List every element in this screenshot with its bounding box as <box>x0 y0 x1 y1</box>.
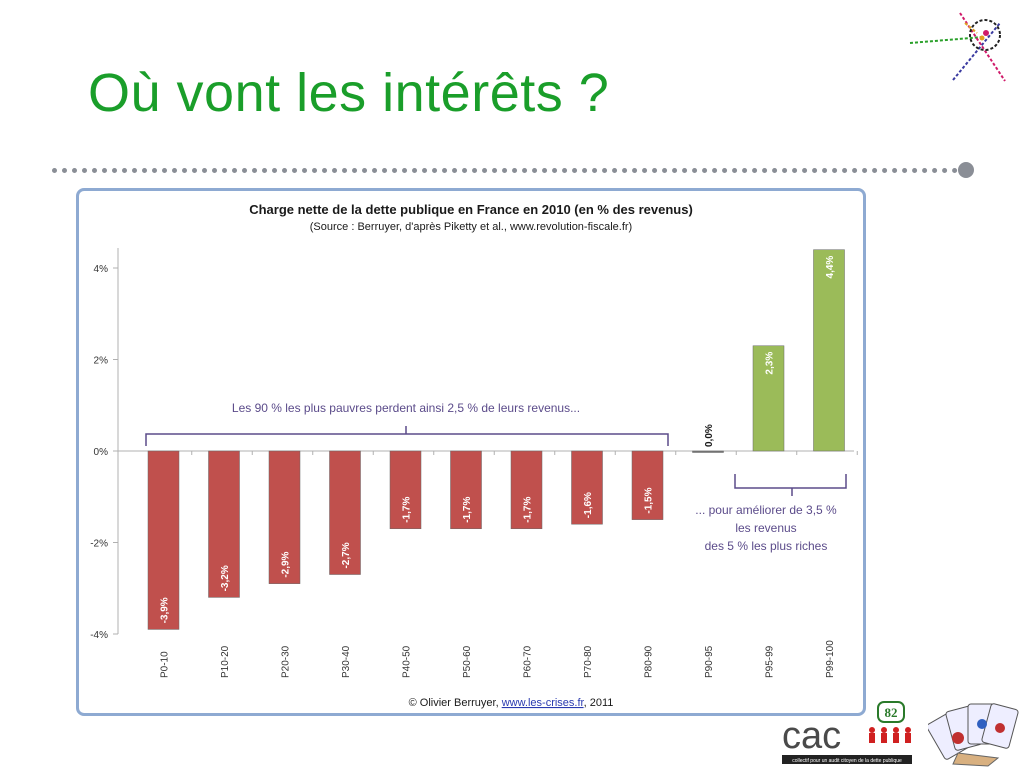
logo-figures-icon <box>869 727 911 743</box>
footer-link[interactable]: www.les-crises.fr <box>501 697 585 709</box>
data-label: 2,3% <box>765 352 776 375</box>
data-label: -2,7% <box>341 542 352 568</box>
y-tick-label: 2% <box>94 356 109 367</box>
x-tick-label: P0-10 <box>160 651 171 678</box>
data-label: -3,2% <box>220 565 231 591</box>
y-tick-label: 4% <box>94 264 109 275</box>
bar-p50-60 <box>450 450 482 530</box>
logo-badge: 82 <box>885 705 898 720</box>
left-bracket <box>145 426 669 446</box>
right-bracket-label: ... pour améliorer de 3,5 % <box>695 503 837 517</box>
x-tick-label: P95-99 <box>765 645 776 678</box>
x-tick-label: P60-70 <box>523 645 534 678</box>
x-tick-label: P40-50 <box>402 645 413 678</box>
data-label: -1,6% <box>583 492 594 518</box>
x-tick-label: P10-20 <box>220 645 231 678</box>
chart-subtitle: (Source : Berruyer, d'après Piketty et a… <box>310 221 632 233</box>
data-label: -1,7% <box>523 497 534 523</box>
x-tick-label: P50-60 <box>462 645 473 678</box>
y-tick-label: -2% <box>90 539 108 550</box>
chart-footer: © Olivier Berruyer, www.les-crises.fr, 2… <box>409 697 614 709</box>
bar-p70-80 <box>571 450 603 525</box>
bar-p99-100 <box>813 249 845 452</box>
logo-tagline: collectif pour un audit citoyen de la de… <box>792 758 902 764</box>
y-tick-label: 0% <box>94 447 109 458</box>
bar-p90-95 <box>692 450 724 453</box>
x-tick-label: P99-100 <box>825 640 836 678</box>
slide-title: Où vont les intérêts ? <box>88 63 610 123</box>
data-label: -1,7% <box>462 497 473 523</box>
data-label: 0,0% <box>704 424 715 447</box>
cac-logo: 82 cac collectif pour un audit citoyen d… <box>780 700 925 773</box>
divider-end-dot <box>958 162 974 178</box>
x-tick-label: P80-90 <box>644 645 655 678</box>
bar-p80-90 <box>631 450 664 520</box>
data-label: -1,5% <box>644 487 655 513</box>
x-tick-label: P70-80 <box>583 645 594 678</box>
data-label: -2,9% <box>281 551 292 577</box>
chart-title: Charge nette de la dette publique en Fra… <box>249 202 693 217</box>
left-bracket-label: Les 90 % les plus pauvres perdent ainsi … <box>232 401 580 415</box>
bar-p95-99 <box>752 345 785 452</box>
bar-p20-30 <box>268 450 301 584</box>
bar-p60-70 <box>510 450 543 530</box>
right-bracket-label: les revenus <box>735 521 796 535</box>
x-tick-label: P90-95 <box>704 645 715 678</box>
right-bracket <box>734 474 847 496</box>
logo-text: cac <box>782 715 841 757</box>
bar-p0-10 <box>147 450 180 630</box>
bar-p30-40 <box>329 450 361 575</box>
data-label: -1,7% <box>402 497 413 523</box>
data-label: 4,4% <box>825 256 836 279</box>
bar-chart: Charge nette de la dette publique en Fra… <box>90 202 858 709</box>
bar-p10-20 <box>208 450 240 598</box>
data-label: -3,9% <box>160 597 171 623</box>
x-tick-label: P30-40 <box>341 645 352 678</box>
y-tick-label: -4% <box>90 630 108 641</box>
dotted-divider <box>52 168 958 173</box>
right-bracket-label: des 5 % les plus riches <box>705 539 828 553</box>
playing-cards-icon <box>926 698 1024 773</box>
decorative-lines-graphic <box>905 5 1020 95</box>
x-tick-label: P20-30 <box>281 645 292 678</box>
bar-p40-50 <box>389 450 422 530</box>
